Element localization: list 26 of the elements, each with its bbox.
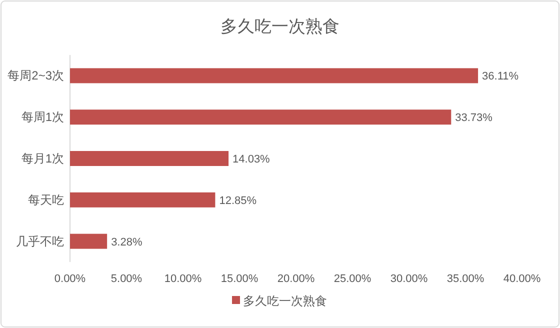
data-label: 14.03% <box>232 154 270 166</box>
y-tick-label: 几乎不吃 <box>16 234 64 248</box>
bar <box>70 110 452 125</box>
text: 25.00% <box>334 273 372 285</box>
text: 40.00% <box>503 273 541 285</box>
text: 5.00% <box>110 273 142 285</box>
y-tick-label: 每天吃 <box>28 192 64 207</box>
data-label: 33.73% <box>455 112 493 124</box>
y-tick-label: 每周1次 <box>21 110 64 124</box>
bar <box>70 68 478 84</box>
y-tick-label: 每月1次 <box>21 152 64 166</box>
text: 15.00% <box>220 273 258 285</box>
bar <box>70 151 229 166</box>
data-label: 12.85% <box>219 194 257 207</box>
text: 0.00% <box>54 273 86 285</box>
text: 20.00% <box>277 273 315 285</box>
legend: 多久吃一次熟食 <box>232 294 327 308</box>
data-label: 36.11% <box>482 70 519 83</box>
chart-title: 多久吃一次熟食 <box>220 17 340 36</box>
text: 30.00% <box>390 273 428 285</box>
y-tick-label: 每周2~3次 <box>8 68 64 83</box>
bar <box>70 234 108 249</box>
text: 35.00% <box>446 273 484 285</box>
text: 10.00% <box>164 273 202 285</box>
data-label: 3.28% <box>111 236 142 248</box>
bar <box>70 192 216 208</box>
